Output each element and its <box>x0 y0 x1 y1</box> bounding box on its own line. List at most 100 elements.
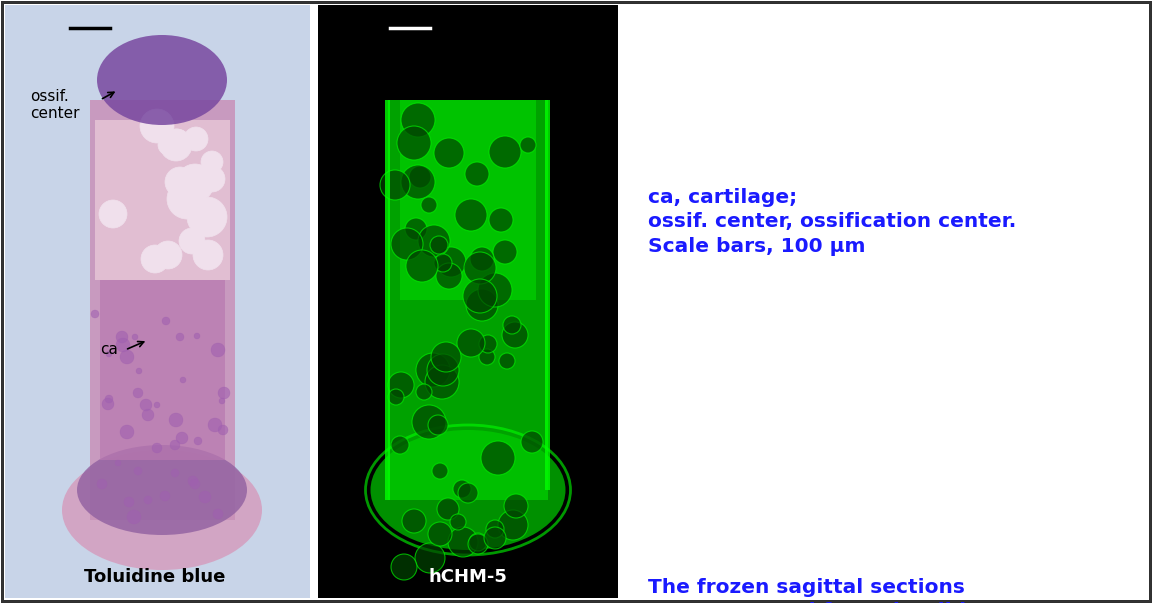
Circle shape <box>401 165 435 199</box>
Circle shape <box>218 425 228 435</box>
Ellipse shape <box>97 35 227 125</box>
Circle shape <box>99 200 127 228</box>
Circle shape <box>505 494 528 518</box>
Circle shape <box>91 310 99 318</box>
Circle shape <box>453 480 471 498</box>
Circle shape <box>190 479 200 489</box>
Bar <box>5 5 310 598</box>
Bar <box>388 100 548 500</box>
Bar <box>5 5 310 598</box>
Circle shape <box>152 443 162 453</box>
Circle shape <box>141 399 152 411</box>
Circle shape <box>160 129 192 161</box>
Circle shape <box>401 103 435 137</box>
Circle shape <box>418 225 450 257</box>
Circle shape <box>479 335 497 353</box>
Bar <box>545 100 550 490</box>
Circle shape <box>465 162 488 186</box>
Circle shape <box>158 135 179 155</box>
Circle shape <box>116 338 130 352</box>
Circle shape <box>488 136 521 168</box>
Circle shape <box>499 353 515 369</box>
Circle shape <box>427 354 458 386</box>
Circle shape <box>503 316 521 334</box>
Circle shape <box>448 527 478 557</box>
Circle shape <box>520 137 536 153</box>
Circle shape <box>463 279 497 313</box>
Circle shape <box>429 415 448 435</box>
Circle shape <box>106 351 112 357</box>
Bar <box>400 100 536 300</box>
Circle shape <box>482 441 515 475</box>
Circle shape <box>412 405 446 439</box>
Circle shape <box>488 208 513 232</box>
Circle shape <box>164 129 190 155</box>
Circle shape <box>521 431 543 453</box>
Circle shape <box>397 126 431 160</box>
Circle shape <box>176 432 188 444</box>
Circle shape <box>391 228 423 260</box>
Circle shape <box>154 241 182 269</box>
Circle shape <box>409 166 431 188</box>
Text: The frozen sagittal sections
were prepared from the tibia
of a mouse embryo at E: The frozen sagittal sections were prepar… <box>647 578 979 603</box>
Circle shape <box>391 436 409 454</box>
Text: ca: ca <box>100 343 118 358</box>
Bar <box>100 280 225 460</box>
Circle shape <box>124 497 134 507</box>
Circle shape <box>388 389 404 405</box>
Circle shape <box>188 476 198 486</box>
Circle shape <box>435 263 462 289</box>
Circle shape <box>120 350 134 364</box>
Circle shape <box>194 240 223 270</box>
Circle shape <box>182 173 204 195</box>
Circle shape <box>176 333 184 341</box>
Circle shape <box>160 491 170 501</box>
Circle shape <box>120 425 134 439</box>
Circle shape <box>219 398 225 404</box>
Circle shape <box>435 247 467 277</box>
Circle shape <box>479 349 495 365</box>
Circle shape <box>457 329 485 357</box>
Circle shape <box>432 463 448 479</box>
Circle shape <box>184 127 209 151</box>
Circle shape <box>402 509 426 533</box>
Text: hCHM-5: hCHM-5 <box>429 568 507 586</box>
Bar <box>90 100 235 520</box>
Circle shape <box>430 236 448 254</box>
Circle shape <box>116 331 128 343</box>
Circle shape <box>144 496 152 504</box>
Circle shape <box>105 395 113 403</box>
Circle shape <box>132 388 143 398</box>
Circle shape <box>468 534 488 554</box>
Circle shape <box>406 218 427 240</box>
Bar <box>318 5 617 598</box>
Circle shape <box>478 273 511 307</box>
Circle shape <box>115 460 121 466</box>
Bar <box>94 120 230 280</box>
Circle shape <box>209 418 222 432</box>
Circle shape <box>406 250 438 282</box>
Circle shape <box>416 353 450 387</box>
Circle shape <box>142 409 154 421</box>
Circle shape <box>486 520 505 538</box>
Circle shape <box>141 245 169 273</box>
Text: Toluidine blue: Toluidine blue <box>84 568 226 586</box>
Circle shape <box>127 510 141 524</box>
Ellipse shape <box>62 450 262 570</box>
Circle shape <box>180 377 185 383</box>
Circle shape <box>170 469 179 477</box>
Circle shape <box>493 240 517 264</box>
Circle shape <box>502 322 528 348</box>
Circle shape <box>415 543 445 573</box>
Circle shape <box>165 167 195 197</box>
Circle shape <box>169 413 183 427</box>
Circle shape <box>167 179 207 219</box>
Circle shape <box>179 228 205 254</box>
Circle shape <box>388 372 414 398</box>
Circle shape <box>194 437 202 445</box>
Circle shape <box>434 254 452 272</box>
Ellipse shape <box>77 445 247 535</box>
Circle shape <box>162 317 170 325</box>
Circle shape <box>187 197 227 237</box>
Circle shape <box>134 467 142 475</box>
